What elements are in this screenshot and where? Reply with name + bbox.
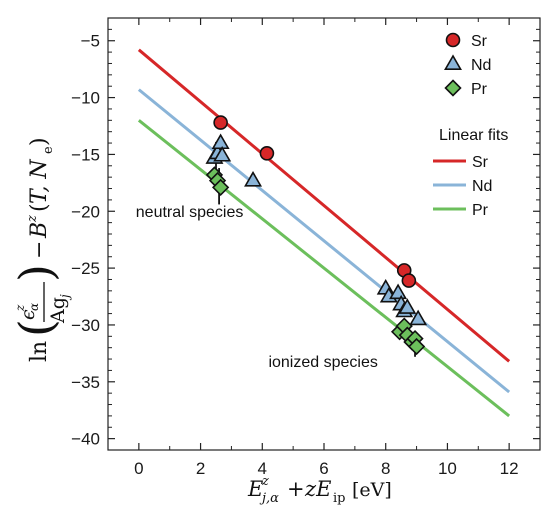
- svg-text:(: (: [27, 203, 52, 212]
- svg-text:−: −: [27, 241, 52, 259]
- data-point-nd: [389, 283, 408, 300]
- svg-text:B: B: [27, 222, 52, 239]
- x-tick-label: 10: [438, 459, 457, 478]
- y-tick-label: −5: [81, 32, 100, 51]
- svg-text:ϵ: ϵ: [17, 309, 39, 320]
- axis-ticks: 0 2 4 6 8 10 12 −5 −10 −15 −20 −25 −30 −35 −40: [71, 18, 541, 478]
- data-point-sr: [259, 145, 275, 161]
- annotation-neutral-species: neutral species: [136, 204, 244, 221]
- y-tick-label: −30: [71, 316, 100, 335]
- svg-text:+: +: [287, 477, 305, 501]
- fit-line-nd: [137, 88, 511, 394]
- svg-text:T, N: T, N: [27, 159, 52, 204]
- fit-lines: [137, 48, 511, 418]
- legend-marker-sr: [445, 32, 461, 48]
- svg-text:[eV]: [eV]: [352, 479, 392, 501]
- svg-text:ip: ip: [333, 491, 345, 506]
- error-bars: [215, 141, 416, 357]
- y-tick-label: −35: [71, 373, 100, 392]
- data-point-pr: [211, 178, 230, 197]
- annotations: neutral species ionized species: [136, 204, 378, 371]
- x-tick-label: 2: [196, 459, 205, 478]
- data-point-nd: [409, 309, 428, 326]
- legend-fit-label-nd: Nd: [472, 178, 492, 195]
- y-tick-label: −25: [71, 259, 100, 278]
- y-tick-label: −20: [71, 202, 100, 221]
- data-point-nd: [211, 133, 230, 150]
- legend-label-nd: Nd: [471, 57, 491, 74]
- svg-text:(: (: [9, 319, 63, 337]
- legend-marker-nd: [444, 54, 462, 70]
- svg-text:α: α: [27, 303, 41, 311]
- y-tick-label: −10: [71, 89, 100, 108]
- data-point-nd: [244, 170, 263, 187]
- svg-text:z: z: [261, 474, 269, 489]
- svg-text:j: j: [58, 294, 72, 301]
- y-tick-label: −40: [71, 430, 100, 449]
- y-axis-label: ln ( ϵ z α Ag j ) − B z ( T, N e ): [9, 137, 72, 362]
- data-points: [205, 115, 428, 356]
- svg-text:zE: zE: [304, 477, 331, 501]
- svg-text:): ): [27, 137, 52, 146]
- legend-marker-pr: [444, 79, 462, 97]
- legend-label-sr: Sr: [471, 33, 488, 50]
- x-tick-label: 6: [319, 459, 328, 478]
- annotation-ionized-species: ionized species: [268, 354, 377, 371]
- svg-text:j,α: j,α: [259, 491, 279, 506]
- y-tick-label: −15: [71, 145, 100, 164]
- data-point-nd: [398, 298, 417, 314]
- svg-text:e: e: [41, 146, 56, 154]
- svg-text:Ag: Ag: [47, 297, 69, 324]
- fit-line-sr: [137, 48, 511, 363]
- legend-fit-label-pr: Pr: [472, 202, 489, 219]
- data-point-pr: [407, 337, 426, 356]
- svg-text:E: E: [247, 477, 263, 501]
- legend: Sr Nd Pr Linear fits Sr Nd Pr: [433, 32, 508, 219]
- data-point-sr: [213, 115, 228, 130]
- legend-fits-title: Linear fits: [439, 127, 508, 144]
- legend-label-pr: Pr: [471, 81, 488, 98]
- data-point-sr: [401, 273, 417, 288]
- legend-fit-label-sr: Sr: [472, 154, 489, 171]
- x-tick-label: 12: [500, 459, 519, 478]
- x-axis-label: E z j,α + zE ip [eV]: [247, 474, 392, 506]
- svg-text:): ): [9, 264, 63, 282]
- x-tick-label: 4: [258, 459, 267, 478]
- svg-text:z: z: [25, 215, 40, 223]
- data-point-nd: [213, 145, 232, 162]
- x-tick-label: 0: [134, 459, 143, 478]
- svg-text:z: z: [13, 304, 27, 312]
- svg-text:ln: ln: [27, 341, 52, 362]
- fit-line-pr: [137, 119, 511, 418]
- x-tick-label: 8: [381, 459, 390, 478]
